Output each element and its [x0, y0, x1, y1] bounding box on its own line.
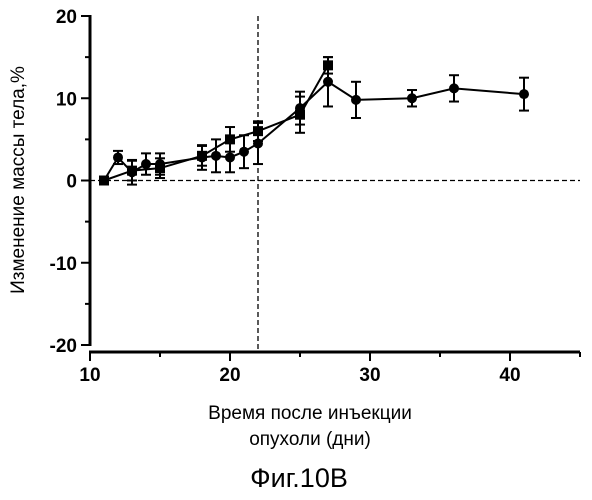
data-point-circle [113, 152, 123, 162]
data-point-circle [99, 176, 109, 186]
x-axis-title-line1: Время после инъекции [208, 403, 412, 424]
data-point-circle [225, 152, 235, 162]
data-point-circle [211, 151, 221, 161]
y-tick-label: -10 [50, 254, 77, 275]
plot-area [90, 16, 580, 352]
y-tick-label: 0 [66, 172, 77, 193]
data-point-circle [295, 103, 305, 113]
y-tick-label: 10 [56, 89, 77, 110]
data-point-circle [197, 152, 207, 162]
data-point-circle [407, 93, 417, 103]
x-axis-title-line2: опухоли (дни) [249, 429, 371, 450]
data-point-circle [519, 89, 529, 99]
data-point-circle [323, 77, 333, 87]
x-tick-label: 20 [219, 365, 240, 386]
data-point-circle [351, 95, 361, 105]
y-tick-label: -20 [50, 336, 77, 357]
y-axis-title: Изменение массы тела,% [8, 66, 29, 294]
x-tick-label: 30 [359, 365, 380, 386]
figure-caption: Фиг.10В [250, 463, 348, 493]
data-point-circle [239, 147, 249, 157]
x-tick-label: 40 [499, 365, 520, 386]
data-point-circle [141, 159, 151, 169]
series-layer [99, 57, 529, 185]
data-point-circle [253, 138, 263, 148]
series-circle [99, 57, 529, 185]
data-point-circle [127, 167, 137, 177]
axes: 20100-10-2010203040 [50, 7, 580, 386]
data-point-circle [155, 159, 165, 169]
x-tick-label: 10 [79, 365, 100, 386]
data-point-circle [449, 83, 459, 93]
y-tick-label: 20 [56, 7, 77, 28]
